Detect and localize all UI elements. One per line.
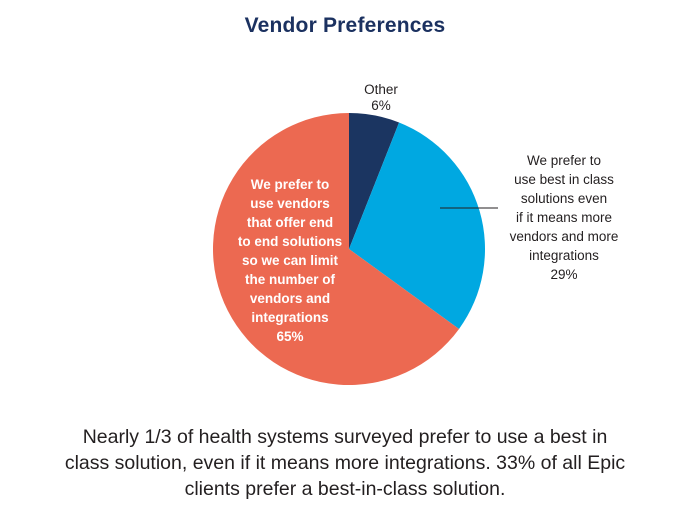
chart-caption: Nearly 1/3 of health systems surveyed pr… [64, 426, 626, 500]
slice-label-line: use vendors [250, 196, 330, 211]
slice-label-line: We prefer to [527, 153, 601, 168]
slice-label-3: We prefer to use vendors that offer end to … [238, 177, 342, 344]
slice-label-line: so we can limit [242, 253, 339, 268]
slice-value-label: 29% [550, 267, 577, 282]
slice-label-line: that offer end [247, 215, 333, 230]
slice-label-2: We prefer to use best in class solutions e… [510, 153, 619, 282]
slice-label-line: the number of [245, 272, 336, 287]
slice-label-line: Other [364, 82, 398, 97]
slice-label-line: integrations [529, 248, 599, 263]
slice-label-1: Other 6% [364, 82, 398, 113]
slice-value-label: 65% [276, 329, 303, 344]
pie-slice-1 [349, 113, 400, 249]
pie-slice-3 [212, 113, 460, 385]
slice-label-line: We prefer to [251, 177, 330, 192]
slice-value-label: 6% [371, 98, 391, 113]
pie-slice-2 [349, 122, 485, 329]
chart-title: Vendor Preferences [244, 14, 446, 37]
slice-label-line: integrations [251, 310, 328, 325]
slice-label-line: use best in class [514, 172, 614, 187]
slice-label-line: if it means more [516, 210, 612, 225]
slice-label-line: to end solutions [238, 234, 342, 249]
slice-label-line: vendors and [250, 291, 330, 306]
slice-label-line: vendors and more [510, 229, 619, 244]
slice-label-line: solutions even [521, 191, 607, 206]
